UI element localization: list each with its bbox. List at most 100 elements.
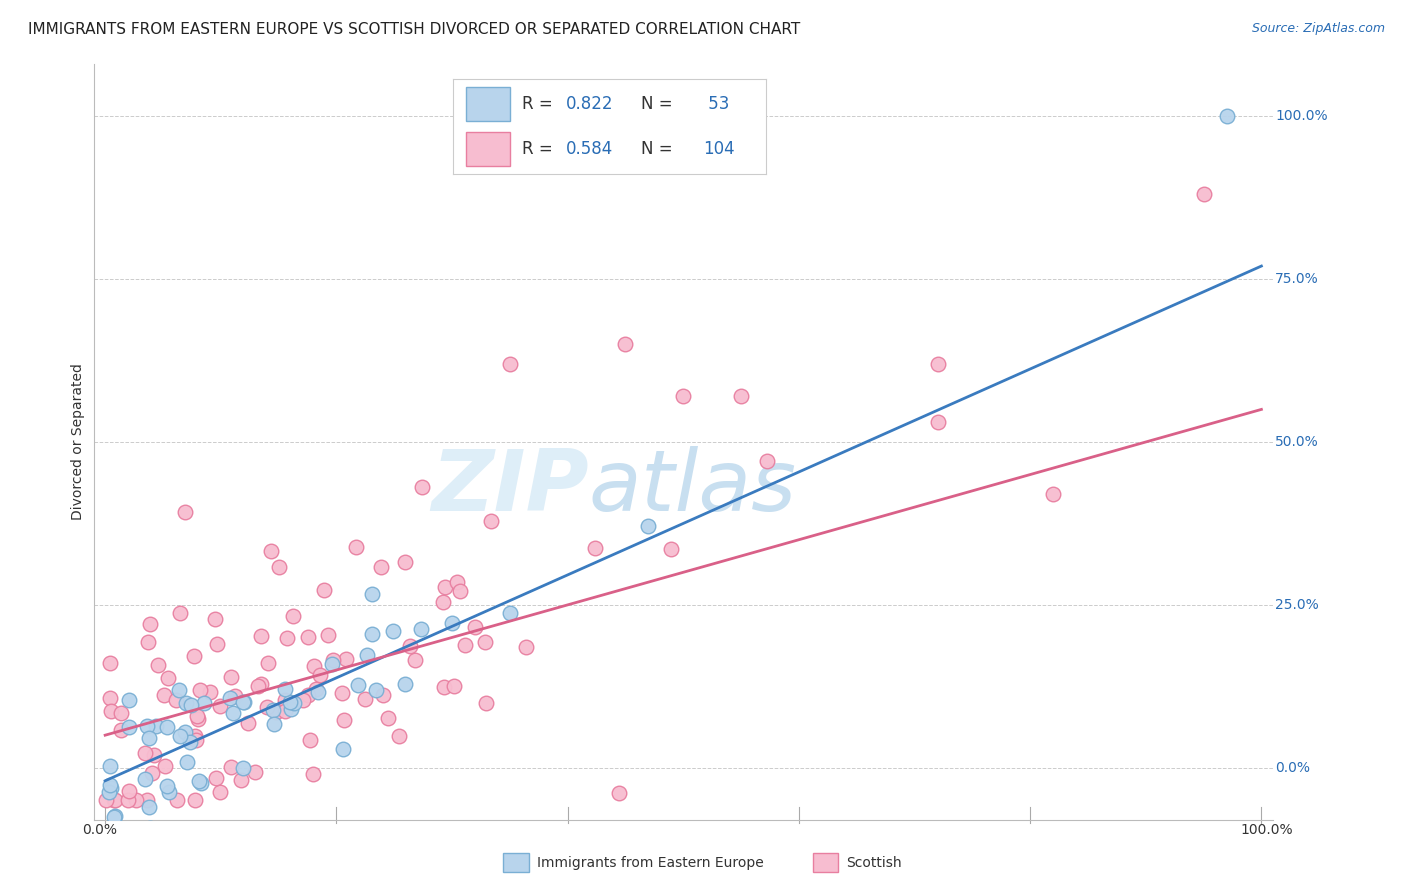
- Point: [449, 583, 471, 598]
- Point: [167, 682, 190, 697]
- Point: [136, 719, 159, 733]
- Point: [292, 692, 315, 706]
- Point: [404, 653, 426, 667]
- Point: [153, 758, 176, 772]
- Point: [454, 638, 477, 652]
- Point: [136, 793, 159, 807]
- Point: [218, 690, 240, 705]
- Text: 50.0%: 50.0%: [1275, 435, 1319, 449]
- Point: [332, 741, 354, 756]
- Point: [117, 793, 139, 807]
- Point: [499, 357, 522, 371]
- Point: [274, 681, 297, 696]
- Point: [443, 679, 465, 693]
- Point: [110, 706, 132, 720]
- Point: [134, 772, 156, 787]
- Point: [104, 793, 127, 807]
- Point: [256, 700, 278, 714]
- Point: [232, 695, 254, 709]
- Point: [308, 668, 330, 682]
- Point: [98, 784, 121, 798]
- Point: [224, 690, 246, 704]
- Point: [138, 800, 160, 814]
- Point: [145, 719, 167, 733]
- Point: [377, 711, 399, 725]
- Point: [274, 704, 297, 718]
- Point: [155, 720, 177, 734]
- Point: [188, 683, 211, 698]
- Point: [614, 337, 637, 351]
- Point: [243, 764, 266, 779]
- Point: [186, 709, 208, 723]
- Point: [399, 640, 422, 654]
- Text: Source: ZipAtlas.com: Source: ZipAtlas.com: [1251, 22, 1385, 36]
- Point: [607, 786, 630, 800]
- Text: 100.0%: 100.0%: [1275, 109, 1327, 123]
- Point: [179, 735, 201, 749]
- Point: [148, 658, 170, 673]
- Point: [475, 696, 498, 710]
- Point: [208, 784, 231, 798]
- Point: [153, 689, 176, 703]
- Point: [142, 747, 165, 762]
- Point: [335, 652, 357, 666]
- Point: [433, 580, 456, 594]
- Point: [276, 632, 298, 646]
- Point: [221, 760, 243, 774]
- Point: [259, 544, 281, 558]
- Point: [515, 640, 537, 654]
- Point: [356, 648, 378, 663]
- Point: [278, 694, 301, 708]
- Point: [157, 785, 180, 799]
- Point: [166, 793, 188, 807]
- Point: [316, 628, 339, 642]
- Point: [184, 729, 207, 743]
- Point: [432, 595, 454, 609]
- Point: [118, 783, 141, 797]
- Text: ZIP: ZIP: [432, 446, 589, 529]
- Point: [411, 480, 433, 494]
- Point: [755, 453, 778, 467]
- Point: [165, 692, 187, 706]
- Point: [232, 761, 254, 775]
- Point: [118, 720, 141, 734]
- Text: atlas: atlas: [589, 446, 797, 529]
- Point: [346, 678, 368, 692]
- Point: [174, 696, 197, 710]
- Point: [169, 729, 191, 743]
- Point: [297, 688, 319, 702]
- Point: [446, 574, 468, 589]
- Point: [198, 685, 221, 699]
- Point: [281, 609, 304, 624]
- Point: [583, 541, 606, 555]
- Point: [672, 389, 695, 403]
- Point: [183, 648, 205, 663]
- Point: [103, 793, 125, 807]
- Point: [302, 658, 325, 673]
- Point: [302, 767, 325, 781]
- Point: [264, 705, 287, 719]
- Point: [249, 628, 271, 642]
- Point: [134, 747, 156, 761]
- Point: [297, 630, 319, 644]
- Y-axis label: Divorced or Separated: Divorced or Separated: [72, 364, 86, 520]
- Point: [174, 505, 197, 519]
- Point: [118, 693, 141, 707]
- Point: [176, 755, 198, 769]
- Point: [209, 699, 232, 714]
- Point: [499, 606, 522, 620]
- Text: Immigrants from Eastern Europe: Immigrants from Eastern Europe: [537, 855, 763, 870]
- Point: [187, 773, 209, 788]
- Point: [1192, 187, 1215, 202]
- Point: [96, 793, 118, 807]
- Point: [371, 688, 394, 702]
- Point: [440, 615, 463, 630]
- Point: [184, 793, 207, 807]
- Point: [100, 781, 122, 796]
- Point: [479, 514, 502, 528]
- Point: [98, 690, 121, 705]
- Point: [394, 555, 416, 569]
- Point: [138, 731, 160, 745]
- Point: [353, 692, 375, 706]
- Point: [370, 560, 392, 574]
